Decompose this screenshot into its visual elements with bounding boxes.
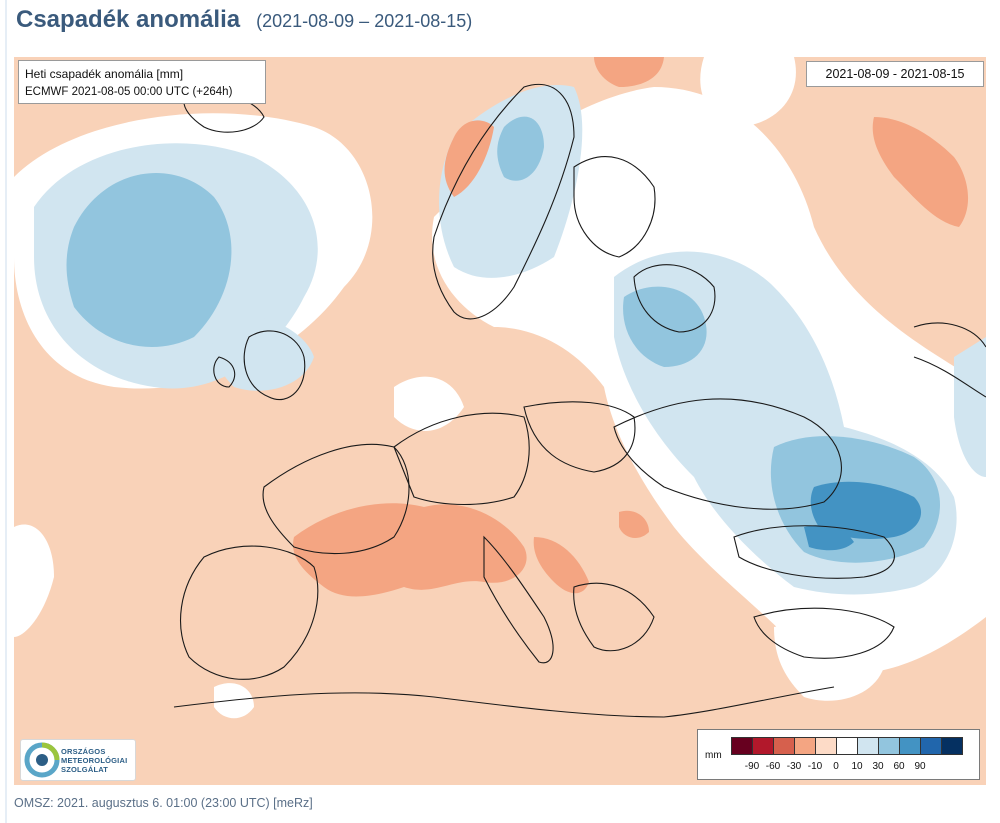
legend-swatch [941,737,963,755]
legend-tick-label: -90 [744,761,760,772]
legend-ticks: -90 -60 -30 -10 0 10 30 60 90 [731,761,971,775]
zone-turkey-neutral [774,624,884,701]
period-subtitle: (2021-08-09 – 2021-08-15) [256,11,473,31]
zone-baltic-neutral [394,376,464,431]
outline-scandinavia [432,83,575,320]
zone-serbia-dry [619,510,649,539]
omsz-logo-line: ORSZÁGOS [61,747,106,756]
outline-caspian-region [913,322,986,398]
omsz-logo-text: ORSZÁGOS METEOROLÓGIAI SZOLGÁLAT [61,747,127,774]
map-info-box: Heti csapadék anomália [mm] ECMWF 2021-0… [18,60,266,104]
legend-tick-label: 30 [872,761,884,772]
legend-swatches [731,737,963,755]
outline-germany [393,412,530,505]
map-info-model-run: ECMWF 2021-08-05 00:00 UTC (+264h) [25,86,233,98]
legend-tick-label: -60 [765,761,781,772]
page-left-rule [5,0,7,823]
zone-norway-wet-medium [497,116,544,181]
legend-swatch [731,737,753,755]
page-footer: OMSZ: 2021. augusztus 6. 01:00 (23:00 UT… [14,796,313,810]
outline-ukraine [613,398,842,510]
legend-tick-label: -10 [807,761,823,772]
legend-swatch [815,737,837,755]
omsz-logo-line: SZOLGÁLAT [61,765,109,774]
zone-iberia-west-neutral [14,524,54,637]
outline-north-africa-coast [173,686,835,718]
outline-finland [573,156,656,258]
legend-tick-label: 60 [893,761,905,772]
map-date-range: 2021-08-09 - 2021-08-15 [825,67,965,81]
map-canvas [14,57,986,785]
legend-tick-label: -30 [786,761,802,772]
zone-british-isles-wet-light [212,314,314,391]
map-info-title: Heti csapadék anomália [mm] [25,67,184,81]
zone-alps-france-dry [293,503,527,597]
omsz-logo-line: METEOROLÓGIAI [61,756,128,765]
color-legend: mm -90 -60 -30 -10 0 10 30 60 90 [697,729,980,780]
zone-kola-neutral [700,57,796,127]
outline-italy [483,535,554,664]
outline-belarus [633,264,716,333]
zone-north-africa-neutral [214,683,254,719]
zone-balkans-dry [533,537,589,594]
legend-swatch [794,737,816,755]
outline-france [262,443,410,555]
zone-black-sea-north-wet-strong [810,481,922,539]
omsz-logo-swirl-icon [24,742,60,778]
legend-swatch [857,737,879,755]
legend-swatch [752,737,774,755]
anomaly-map [14,57,986,785]
zone-atlantic-wet-medium [66,173,232,347]
outline-balkans [573,582,655,652]
zone-barents-dry [594,57,664,87]
outline-turkey [753,607,895,659]
omsz-logo: ORSZÁGOS METEOROLÓGIAI SZOLGÁLAT [20,739,136,781]
legend-swatch [920,737,942,755]
legend-swatch [836,737,858,755]
zone-romania-wet-strong [804,525,854,551]
outline-black-sea [733,525,895,579]
page-header: Csapadék anomália (2021-08-09 – 2021-08-… [16,6,472,46]
legend-unit: mm [705,750,722,761]
legend-tick-label: 10 [851,761,863,772]
page-title: Csapadék anomália [16,6,241,33]
outline-great-britain [243,330,306,401]
legend-swatch [899,737,921,755]
legend-swatch [773,737,795,755]
outline-iberia [180,545,319,680]
zone-ural-dry [872,117,969,227]
map-date-range-box: 2021-08-09 - 2021-08-15 [806,61,984,87]
zone-caucasus-wet-light [954,337,986,477]
outline-ireland [213,356,236,388]
legend-tick-label: 0 [833,761,839,772]
legend-swatch [878,737,900,755]
country-outlines [173,83,986,718]
legend-tick-label: 90 [914,761,926,772]
